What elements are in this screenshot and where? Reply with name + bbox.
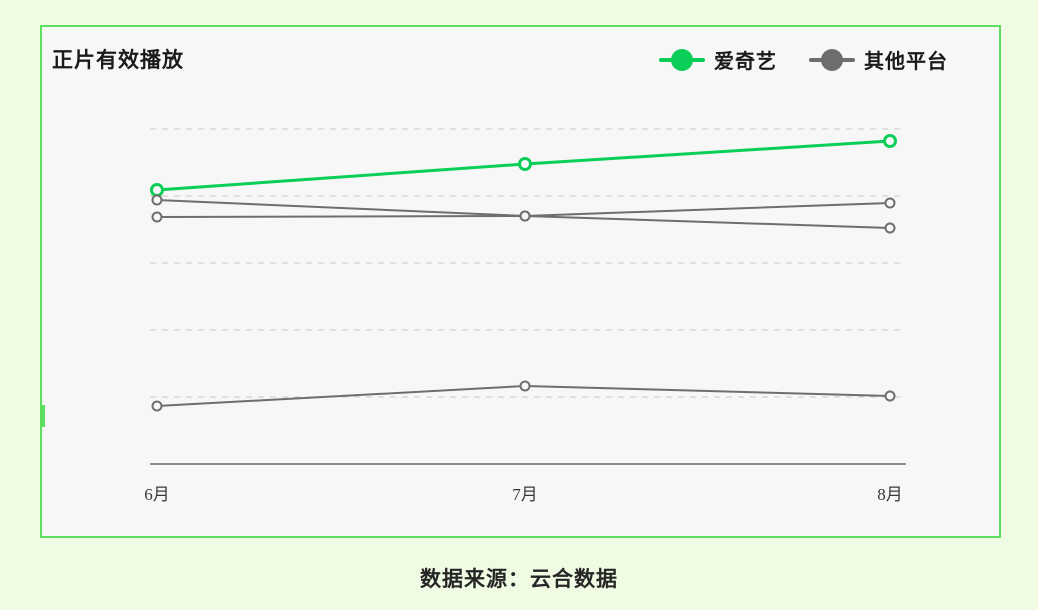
series-point[interactable] xyxy=(150,183,164,197)
page-title: 正片有效播放 xyxy=(52,49,184,72)
legend-label-other-platforms: 其他平台 xyxy=(864,51,948,73)
series-point[interactable] xyxy=(883,134,897,148)
data-source-caption: 数据来源：云合数据 xyxy=(420,568,618,591)
chart-gridlines xyxy=(150,128,906,398)
series-point[interactable] xyxy=(151,194,163,206)
legend-item-other-platforms[interactable]: 其他平台 xyxy=(809,45,948,74)
legend-marker-icon xyxy=(809,48,855,71)
legend-marker-icon xyxy=(659,48,705,71)
chart-series-lines xyxy=(155,139,892,407)
series-point[interactable] xyxy=(884,390,896,402)
series-point[interactable] xyxy=(519,380,531,392)
legend-label-iqiyi: 爱奇艺 xyxy=(714,51,777,73)
card-left-tick xyxy=(40,405,45,427)
chart-legend: 爱奇艺 其他平台 xyxy=(659,45,948,74)
series-point[interactable] xyxy=(151,211,163,223)
series-point[interactable] xyxy=(518,157,532,171)
series-point[interactable] xyxy=(884,222,896,234)
series-point[interactable] xyxy=(884,197,896,209)
legend-item-iqiyi[interactable]: 爱奇艺 xyxy=(659,45,777,74)
chart-series-points xyxy=(150,134,897,412)
series-point[interactable] xyxy=(151,400,163,412)
chart-card xyxy=(40,25,1001,538)
series-point[interactable] xyxy=(519,210,531,222)
